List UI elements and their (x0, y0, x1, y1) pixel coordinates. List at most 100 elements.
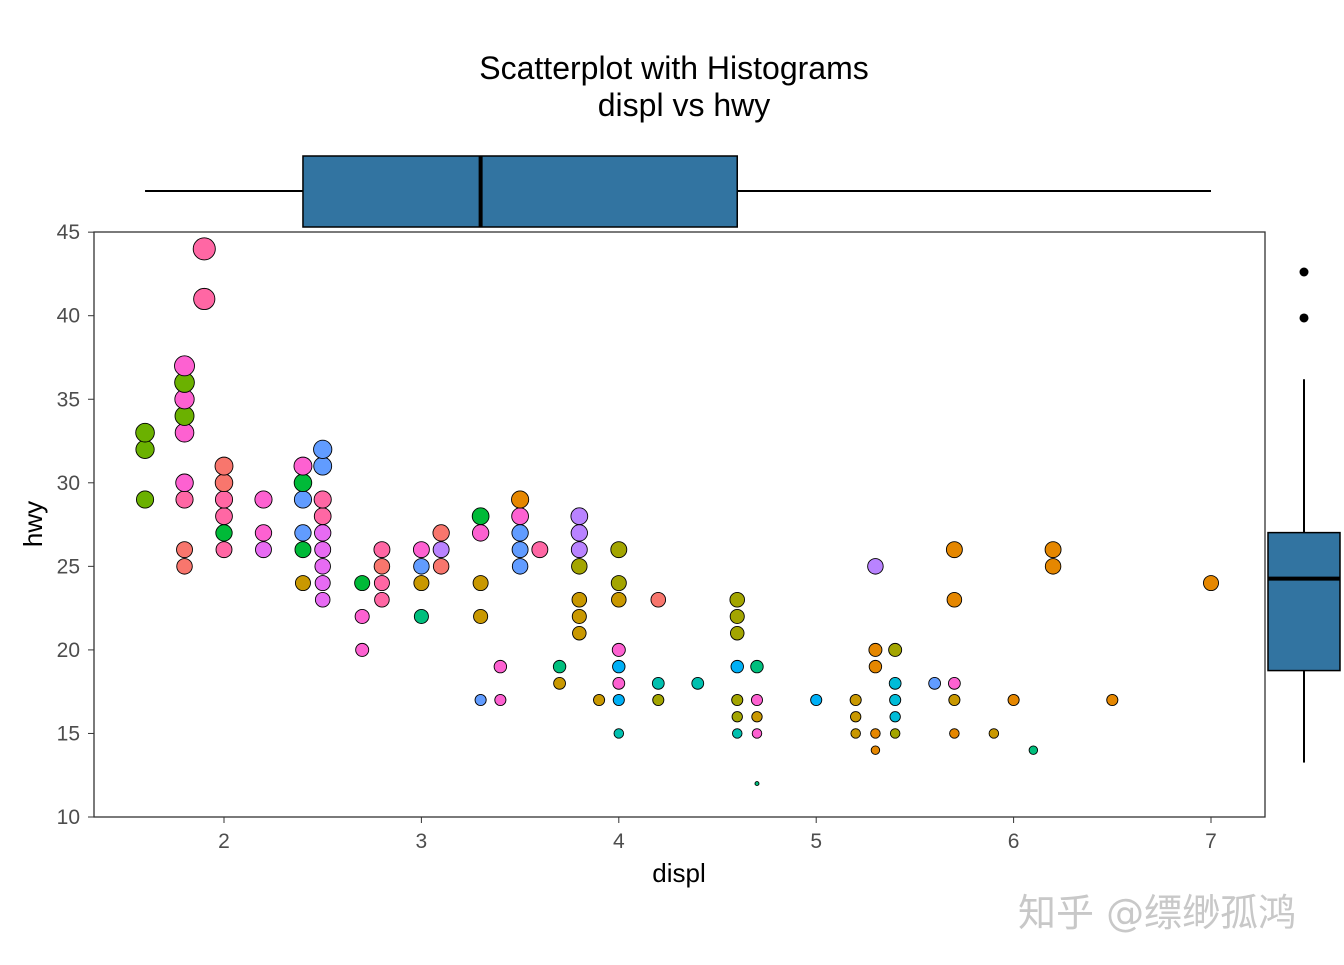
data-point (472, 575, 489, 592)
data-point (511, 524, 529, 542)
data-point (174, 355, 195, 377)
data-point (751, 711, 763, 723)
data-point (1028, 745, 1039, 755)
data-point (432, 524, 450, 542)
data-point (730, 659, 744, 674)
data-point (473, 608, 489, 624)
data-point (889, 694, 902, 707)
outlier-point (1299, 313, 1309, 323)
data-point (412, 541, 430, 559)
y-tick-label: 35 (57, 388, 80, 411)
data-point (313, 439, 333, 459)
data-point (432, 558, 450, 575)
y-tick-label: 15 (57, 722, 80, 745)
data-point (192, 237, 216, 261)
data-point (313, 507, 332, 526)
data-point (511, 507, 529, 526)
data-point (650, 592, 667, 608)
data-point (413, 575, 430, 592)
data-point (215, 524, 233, 542)
data-point (613, 728, 625, 739)
data-point (373, 541, 391, 559)
data-point (553, 676, 566, 690)
data-point (531, 541, 549, 559)
data-point (293, 490, 313, 509)
data-point (314, 592, 331, 608)
data-point (572, 625, 587, 641)
data-point (175, 490, 194, 509)
data-point (691, 676, 705, 690)
data-point (413, 558, 430, 575)
data-point (754, 781, 760, 787)
y-axis-label: hwy (18, 501, 48, 547)
data-point (373, 558, 391, 575)
data-point (374, 592, 390, 608)
data-point (949, 728, 960, 739)
data-point (850, 711, 862, 723)
data-point (888, 676, 902, 690)
x-axis: 2 3 4 5 6 7 (218, 817, 1217, 853)
outlier-point (1299, 267, 1309, 277)
data-point (176, 558, 193, 575)
data-point (889, 711, 901, 723)
data-point (732, 728, 743, 739)
x-tick-label: 4 (613, 830, 625, 853)
data-point (988, 728, 1000, 739)
data-point (731, 711, 743, 723)
data-point (373, 575, 390, 592)
data-point (889, 728, 901, 739)
x-tick-label: 5 (810, 830, 822, 853)
data-point (610, 575, 627, 592)
data-point (314, 541, 332, 559)
box (1267, 531, 1341, 672)
y-tick-label: 45 (57, 221, 80, 244)
data-point (948, 694, 961, 707)
y-tick-label: 40 (57, 305, 80, 328)
data-point (1044, 541, 1062, 559)
data-point (611, 642, 626, 657)
data-point (750, 694, 764, 707)
y-marginal-boxplot (1267, 267, 1341, 763)
data-point (948, 676, 961, 690)
data-point (293, 456, 313, 476)
data-point (176, 541, 193, 559)
data-point (255, 541, 272, 559)
data-point (888, 642, 903, 657)
data-point (868, 642, 883, 657)
data-point (928, 676, 942, 690)
data-point (354, 608, 370, 624)
data-point (612, 676, 626, 690)
data-point (314, 575, 331, 592)
data-point (314, 524, 332, 542)
data-point (511, 490, 530, 509)
data-point (314, 558, 331, 575)
data-point (494, 694, 507, 707)
data-point (135, 422, 155, 443)
data-point (215, 541, 233, 559)
y-tick-label: 20 (57, 639, 80, 662)
data-point (570, 507, 589, 526)
data-point (135, 439, 155, 459)
data-point (471, 524, 490, 542)
data-point (945, 541, 963, 559)
data-point (214, 473, 234, 493)
data-point (867, 558, 884, 575)
data-point (593, 694, 606, 707)
plot-panel (93, 231, 1266, 818)
data-point (570, 541, 588, 559)
data-point (493, 659, 508, 674)
data-point (174, 422, 195, 443)
data-point (293, 473, 313, 493)
data-point (1007, 694, 1020, 707)
data-point (1203, 575, 1219, 592)
data-point (354, 575, 371, 592)
data-point (651, 676, 665, 690)
data-point (729, 608, 745, 624)
data-point (511, 541, 529, 559)
data-point (511, 558, 529, 575)
data-point (552, 659, 567, 674)
data-point (294, 541, 312, 559)
data-point (870, 728, 881, 739)
data-point (571, 558, 588, 575)
